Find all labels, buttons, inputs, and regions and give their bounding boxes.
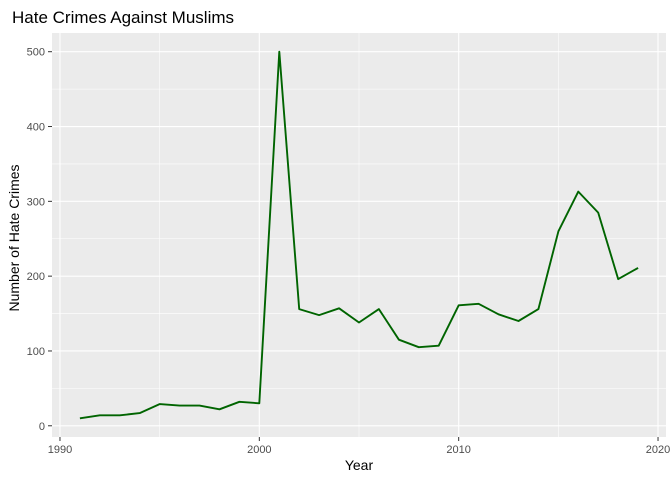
- series-line: [79, 50, 639, 420]
- x-axis-title: Year: [345, 457, 374, 473]
- y-tick-label: 200: [27, 271, 45, 283]
- chart-title: Hate Crimes Against Muslims: [12, 8, 234, 27]
- x-tick-label: 2000: [247, 444, 271, 456]
- major-gridlines: [52, 33, 666, 437]
- series-layer: [79, 50, 639, 420]
- y-axis: 0 100 200 300 400 500: [27, 47, 52, 433]
- y-tick-label: 400: [27, 122, 45, 134]
- x-tick-label: 1990: [48, 444, 72, 456]
- y-axis-title: Number of Hate Crimes: [6, 164, 22, 311]
- y-tick-label: 300: [27, 196, 45, 208]
- x-axis: 1990 2000 2010 2020: [48, 437, 670, 456]
- y-tick-label: 500: [27, 47, 45, 59]
- y-tick-label: 0: [39, 421, 45, 433]
- y-tick-label: 100: [27, 346, 45, 358]
- x-tick-label: 2010: [446, 444, 470, 456]
- x-tick-label: 2020: [646, 444, 670, 456]
